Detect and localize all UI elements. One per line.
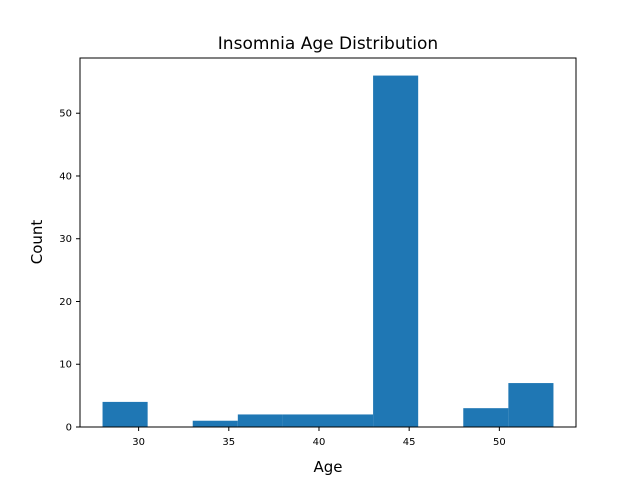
histogram-bar-9: [508, 383, 554, 427]
x-axis-ticks: 30 35 40 45 50: [132, 427, 506, 448]
y-tick-label-5: 50: [59, 109, 72, 120]
histogram-bar-2: [192, 420, 238, 427]
y-tick-label-2: 20: [59, 297, 72, 308]
histogram-bar-0: [102, 401, 148, 427]
x-tick-label-3: 45: [403, 437, 416, 448]
histogram-bar-8: [463, 408, 509, 427]
x-tick-label-2: 40: [313, 437, 326, 448]
x-tick-label-0: 30: [132, 437, 145, 448]
y-axis-ticks: 0 10 20 30 40 50: [59, 109, 80, 434]
plot-frame: [79, 57, 577, 428]
histogram-bar-6: [373, 75, 419, 428]
histogram-bar-3: [237, 414, 283, 427]
y-tick-label-1: 10: [59, 360, 72, 371]
histogram-bar-5: [328, 414, 374, 427]
histogram-bar-4: [282, 414, 328, 427]
y-tick-label-3: 30: [59, 234, 72, 245]
y-axis-title: Count: [28, 220, 46, 265]
bars-group: [102, 75, 554, 428]
x-axis-title: Age: [313, 458, 342, 476]
x-tick-label-1: 35: [222, 437, 235, 448]
y-tick-label-0: 0: [66, 423, 72, 434]
chart-title: Insomnia Age Distribution: [218, 34, 438, 54]
y-tick-label-4: 40: [59, 171, 72, 182]
x-tick-label-4: 50: [493, 437, 506, 448]
